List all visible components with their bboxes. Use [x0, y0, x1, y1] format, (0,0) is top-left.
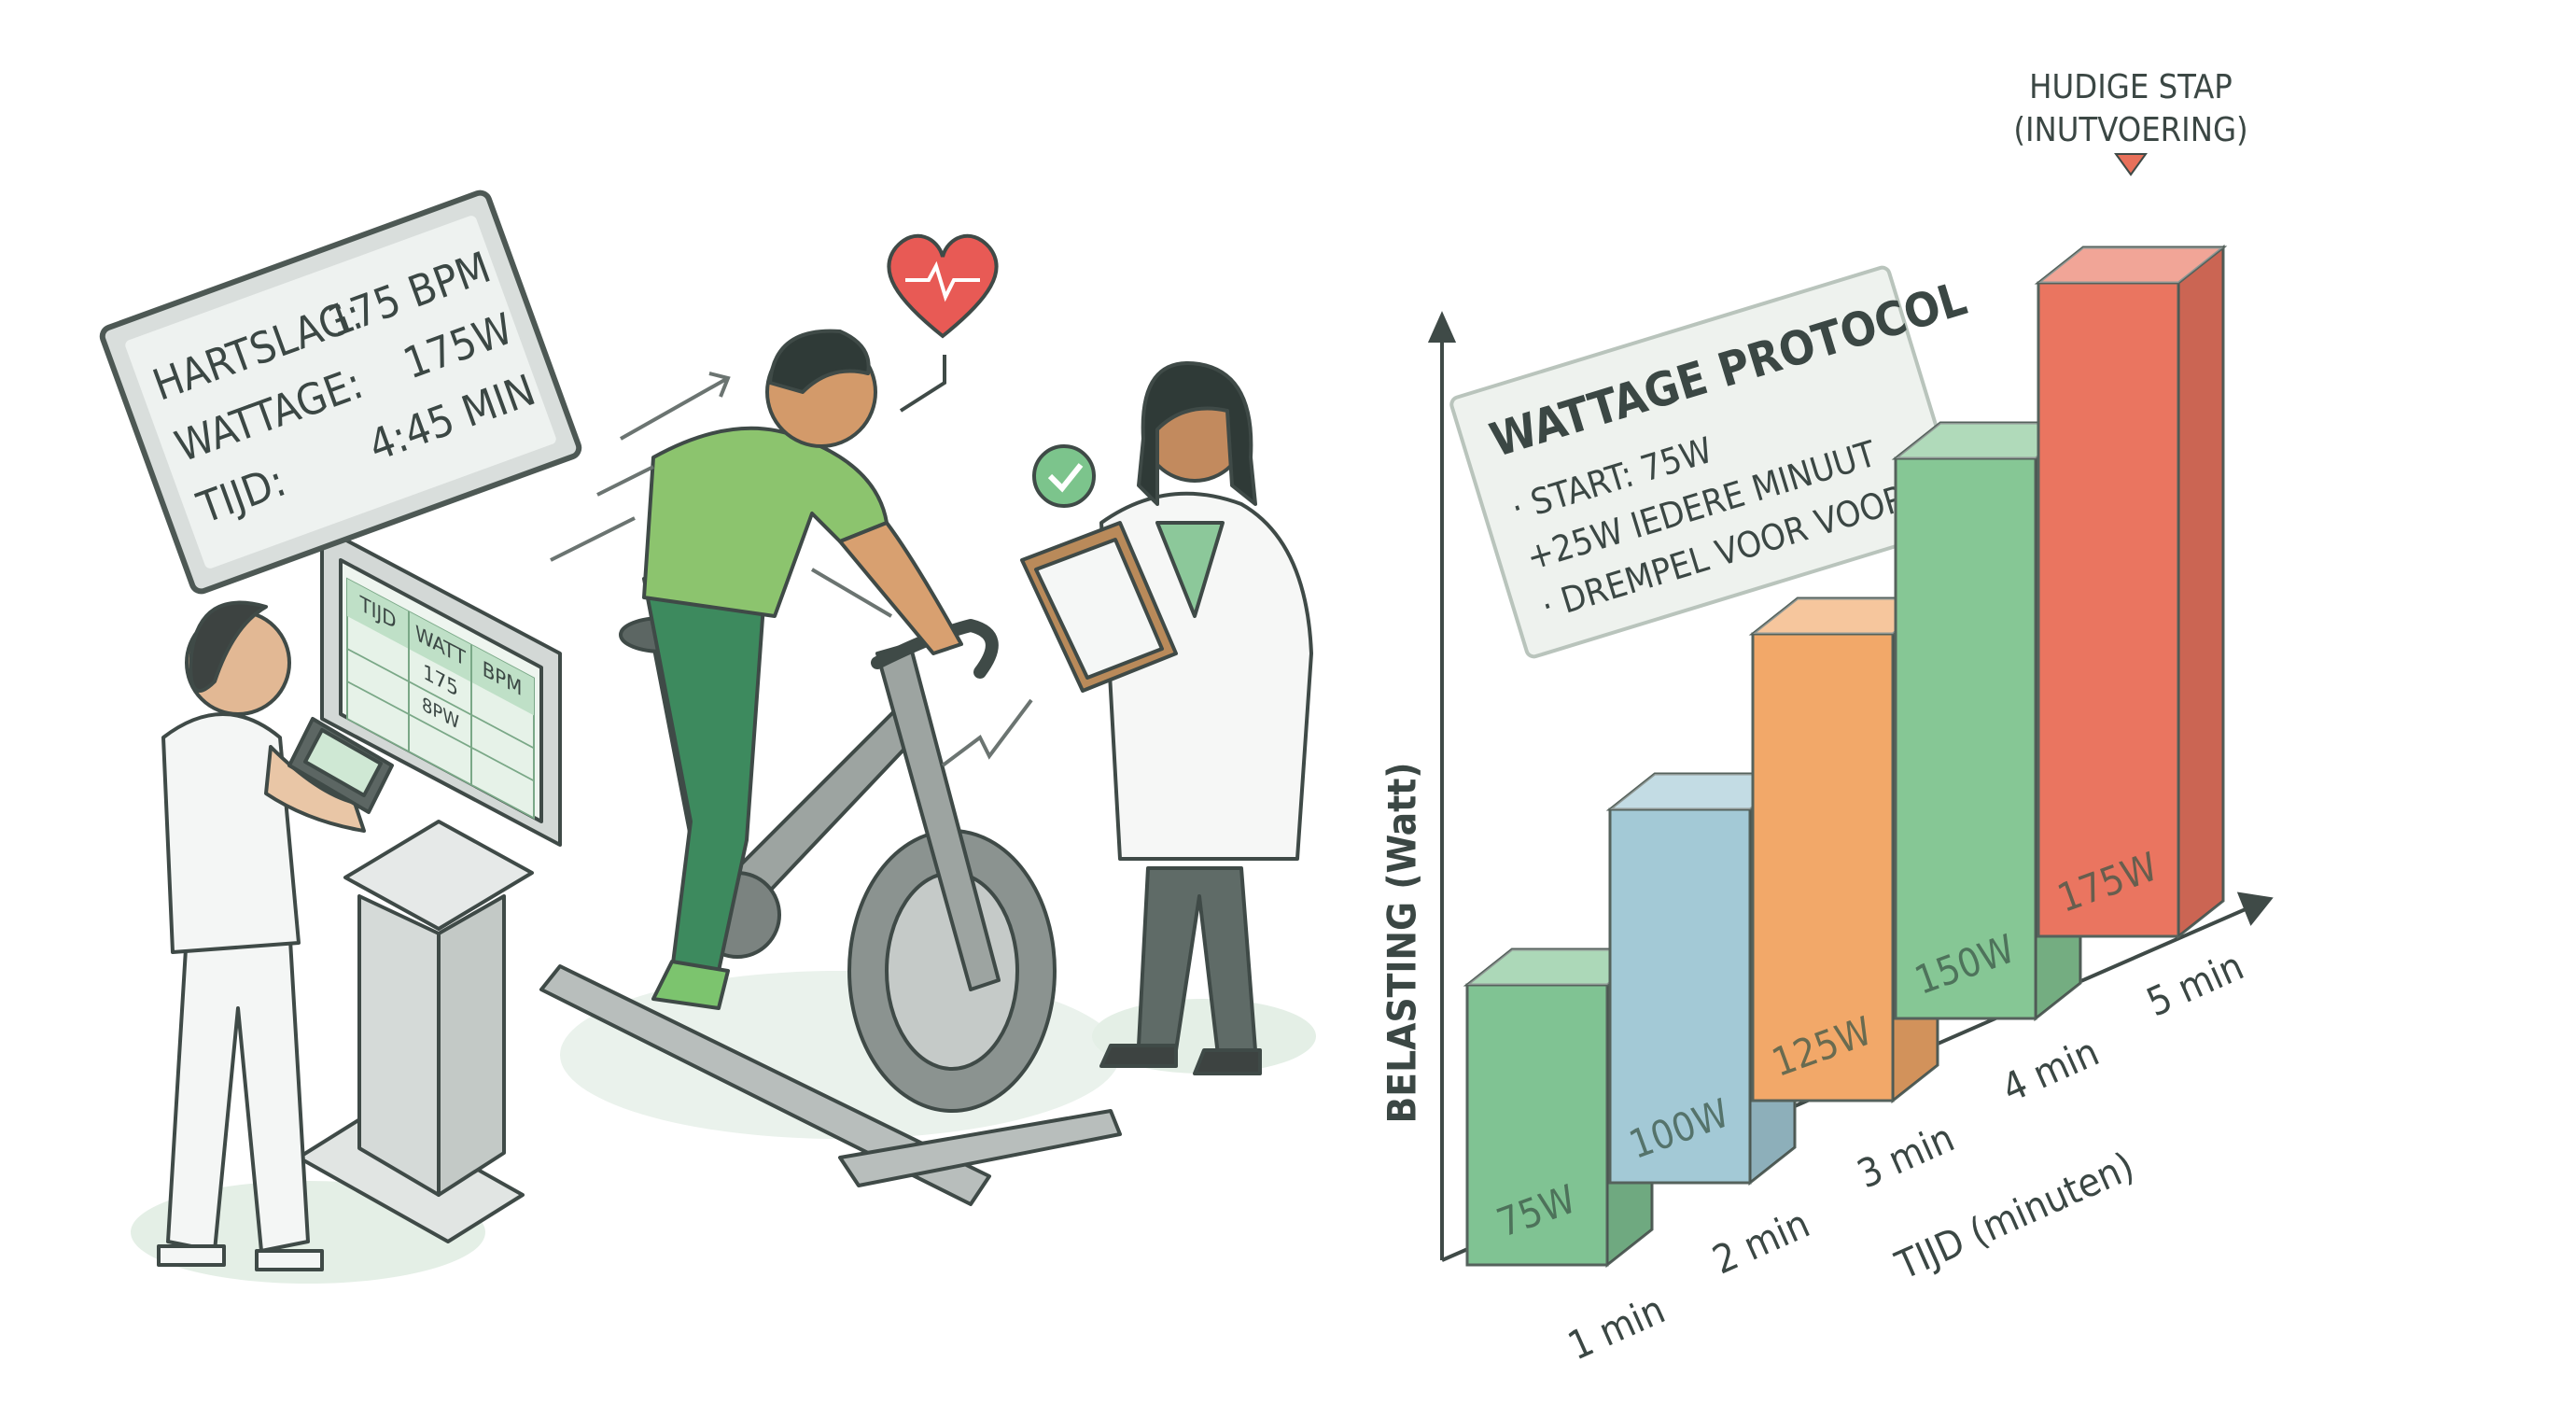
x-tick-label: 1 min	[1561, 1286, 1672, 1369]
bar-top-light	[2038, 247, 2223, 283]
table-rule	[347, 648, 534, 750]
table-header-bg	[347, 579, 534, 716]
bar-side-shade	[2178, 247, 2223, 936]
x-tick-label: 2 min	[1706, 1200, 1816, 1283]
check-icon	[1032, 444, 1096, 508]
display-screen	[125, 216, 556, 569]
display-panel: HARTSLAG: 175 BPM WATTAGE: 175W TIJD: 4:…	[99, 190, 582, 595]
bar-front	[1751, 632, 1895, 1102]
heart-icon	[887, 233, 999, 413]
annotation: (INUTVOERING)	[2013, 111, 2247, 149]
x-tick-label: 4 min	[1995, 1029, 2106, 1111]
doctor	[1020, 361, 1313, 1075]
annotation-pointer	[2114, 153, 2148, 176]
bar-top-light	[1610, 774, 1795, 809]
x-tick-label: 5 min	[2140, 943, 2250, 1025]
protocol-frame	[1449, 265, 1967, 659]
x-tick-label: 3 min	[1851, 1115, 1961, 1197]
annotation: HUDIGE STAP	[2029, 68, 2233, 106]
bar-top-light	[1896, 423, 2080, 458]
nurse	[157, 600, 394, 1271]
bar-front	[2037, 281, 2180, 938]
bike	[539, 616, 1122, 1206]
kiosk	[297, 820, 534, 1243]
y-axis-title: BELASTING (Watt)	[1379, 762, 1425, 1123]
screen-table: TIJD WATT BPM 175 8PW	[346, 577, 535, 820]
bar-front	[1894, 456, 2037, 1020]
table-rule	[347, 681, 534, 782]
bar-top-light	[1467, 949, 1652, 985]
bar-front	[1608, 807, 1752, 1185]
x-axis-arrow	[2236, 892, 2274, 926]
motion-arrows	[550, 372, 1033, 767]
bar	[2034, 244, 2228, 940]
bar-top	[2034, 246, 2228, 285]
cyclist	[642, 329, 963, 1010]
y-axis-arrow	[1427, 311, 1457, 343]
bar-top-light	[1753, 598, 1938, 634]
